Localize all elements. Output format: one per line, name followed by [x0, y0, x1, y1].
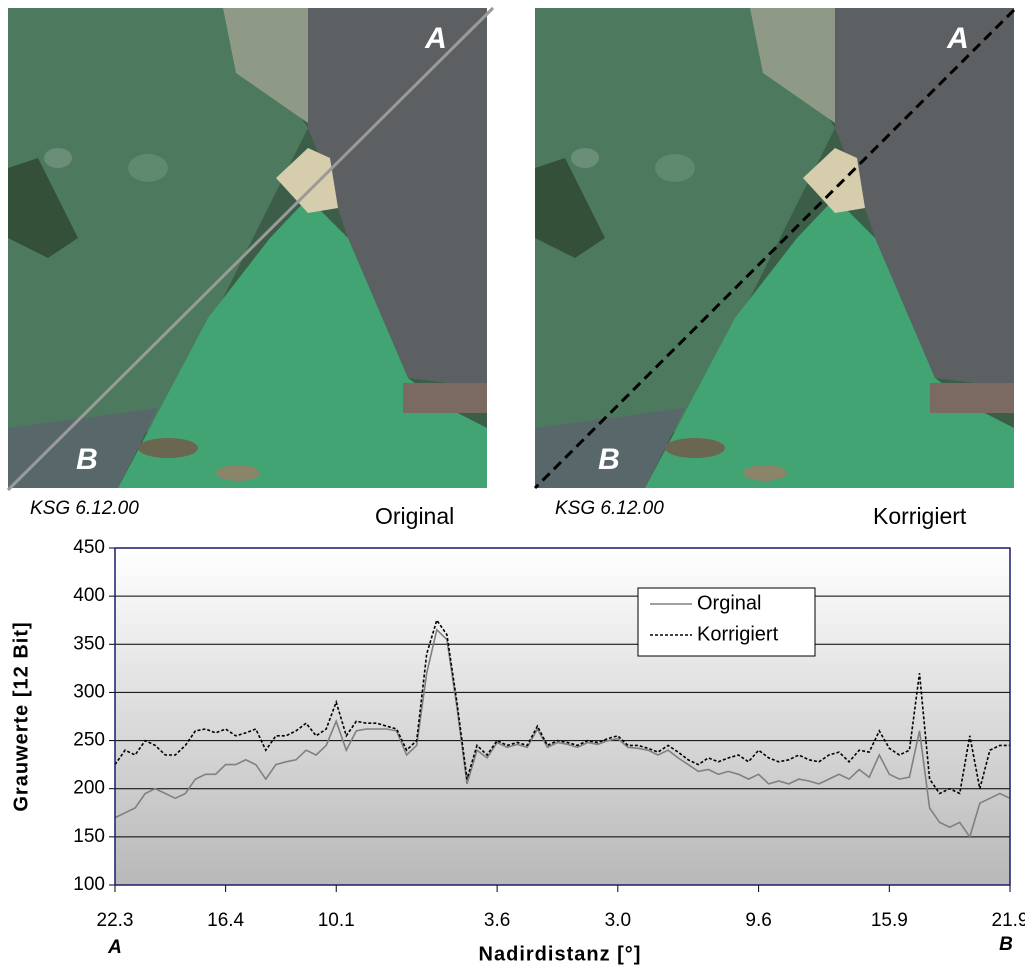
legend-label: Korrigiert	[697, 623, 779, 645]
y-tick-label: 250	[73, 730, 105, 751]
x-tick-label: 3.0	[605, 910, 631, 931]
y-tick-label: 200	[73, 778, 105, 799]
legend: Orginal Korrigiert	[638, 588, 815, 656]
page: {"images": [ {"caption": "KSG 6.12.00", …	[0, 0, 1025, 975]
image-caption: KSG 6.12.00	[30, 498, 139, 519]
y-tick-label: 150	[73, 826, 105, 847]
y-tick-label: 350	[73, 633, 105, 654]
aerial-image-corrected	[535, 8, 1014, 488]
y-tick-label: 300	[73, 681, 105, 702]
x-axis-title: Nadirdistanz [°]	[479, 943, 642, 965]
x-tick-label: 9.6	[745, 910, 771, 931]
image-label: Korrigiert	[873, 503, 967, 529]
y-tick-label: 400	[73, 585, 105, 606]
point-label: B	[598, 443, 620, 476]
point-label: B	[76, 443, 98, 476]
image-caption: KSG 6.12.00	[555, 498, 664, 519]
figure: A B A B KSG 6.12.00 Original KSG 6.12.00…	[0, 0, 1025, 970]
point-label: A	[424, 22, 447, 55]
plot-area	[115, 548, 1010, 885]
y-tick-label: 100	[73, 874, 105, 895]
image-label: Original	[375, 503, 454, 529]
aerial-image-original	[8, 8, 493, 490]
point-label: A	[946, 22, 969, 55]
x-tick-label: 15.9	[871, 910, 908, 931]
x-tick-label: 21.9	[992, 910, 1025, 931]
x-tick-label: 22.3	[97, 910, 134, 931]
legend-label: Orginal	[697, 592, 761, 614]
y-axis-title: Grauwerte [12 Bit]	[10, 621, 32, 811]
x-axis-end-label: A	[107, 937, 122, 958]
x-axis-end-label: B	[999, 934, 1013, 955]
x-tick-label: 10.1	[318, 910, 355, 931]
x-tick-label: 3.6	[484, 910, 510, 931]
y-tick-label: 450	[73, 537, 105, 558]
x-tick-label: 16.4	[207, 910, 244, 931]
